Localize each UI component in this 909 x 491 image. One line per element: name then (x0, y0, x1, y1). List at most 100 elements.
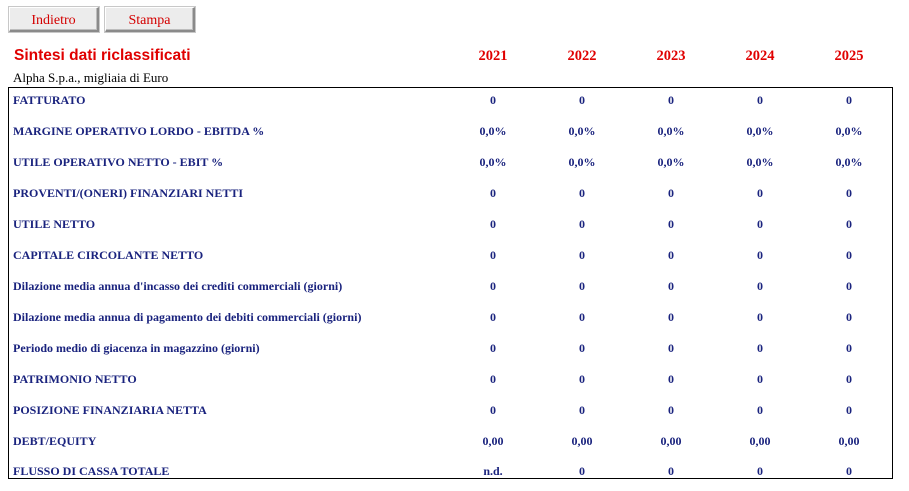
row-value: 0 (846, 341, 852, 355)
summary-table: FATTURATO 0 0 0 0 0 MARGINE OPERATIVO LO… (8, 87, 893, 479)
row-value: 0,00 (838, 434, 860, 448)
row-value: 0 (490, 217, 496, 231)
table-row: MARGINE OPERATIVO LORDO - EBITDA % 0,0% … (9, 121, 892, 141)
row-value: 0 (579, 403, 585, 417)
table-row: FATTURATO 0 0 0 0 0 (9, 90, 892, 110)
row-value: 0,0% (479, 155, 507, 169)
row-label: FLUSSO DI CASSA TOTALE (13, 464, 170, 478)
row-value: 0,0% (835, 124, 863, 138)
row-value: 0,0% (568, 124, 596, 138)
row-value: 0 (757, 341, 763, 355)
row-value: 0 (490, 310, 496, 324)
row-value: 0 (579, 217, 585, 231)
row-value: 0 (757, 279, 763, 293)
row-value: 0,0% (835, 155, 863, 169)
row-value: 0 (846, 217, 852, 231)
row-value: 0,0% (657, 124, 685, 138)
row-value: 0,00 (571, 434, 593, 448)
row-value: 0 (668, 248, 674, 262)
row-value: 0 (490, 248, 496, 262)
row-label: Dilazione media annua d'incasso dei cred… (13, 279, 343, 293)
row-value: 0 (757, 186, 763, 200)
row-value: 0 (668, 372, 674, 386)
table-row: PROVENTI/(ONERI) FINANZIARI NETTI 0 0 0 … (9, 183, 892, 203)
table-row: Dilazione media annua d'incasso dei cred… (9, 276, 892, 296)
row-value: 0 (846, 186, 852, 200)
row-label: CAPITALE CIRCOLANTE NETTO (13, 248, 204, 262)
row-value: 0 (668, 341, 674, 355)
row-label: FATTURATO (13, 93, 86, 107)
row-label: DEBT/EQUITY (13, 434, 97, 448)
table-row: FLUSSO DI CASSA TOTALE n.d. 0 0 0 0 (9, 461, 892, 481)
row-value: 0 (579, 341, 585, 355)
row-value: 0 (846, 403, 852, 417)
row-value: 0 (757, 372, 763, 386)
row-value: 0 (846, 93, 852, 107)
row-value: 0 (846, 248, 852, 262)
row-label: PROVENTI/(ONERI) FINANZIARI NETTI (13, 186, 244, 200)
table-row: DEBT/EQUITY 0,00 0,00 0,00 0,00 0,00 (9, 431, 892, 451)
table-row: UTILE NETTO 0 0 0 0 0 (9, 214, 892, 234)
row-value: 0 (579, 279, 585, 293)
row-value: 0 (490, 279, 496, 293)
table-row: POSIZIONE FINANZIARIA NETTA 0 0 0 0 0 (9, 400, 892, 420)
row-value: 0,0% (746, 124, 774, 138)
row-value: 0 (757, 464, 763, 478)
year-header-2021: 2021 (478, 48, 508, 64)
row-label: Periodo medio di giacenza in magazzino (… (13, 341, 260, 355)
row-value: 0 (579, 464, 585, 478)
row-value: 0 (668, 310, 674, 324)
row-value: 0 (668, 93, 674, 107)
row-value: 0 (579, 248, 585, 262)
table-row: UTILE OPERATIVO NETTO - EBIT % 0,0% 0,0%… (9, 152, 892, 172)
row-value: n.d. (483, 464, 503, 478)
page-title: Sintesi dati riclassificati (14, 47, 191, 64)
row-value: 0 (668, 279, 674, 293)
row-value: 0 (579, 372, 585, 386)
row-label: MARGINE OPERATIVO LORDO - EBITDA % (13, 124, 265, 138)
row-value: 0 (490, 403, 496, 417)
year-header-2023: 2023 (656, 48, 686, 64)
row-value: 0,00 (660, 434, 682, 448)
row-label: Dilazione media annua di pagamento dei d… (13, 310, 362, 324)
year-header-2025: 2025 (834, 48, 864, 64)
row-value: 0 (757, 217, 763, 231)
row-value: 0 (846, 464, 852, 478)
page-subtitle: Alpha S.p.a., migliaia di Euro (13, 70, 169, 85)
row-value: 0,0% (746, 155, 774, 169)
row-value: 0 (846, 310, 852, 324)
back-button[interactable]: Indietro (9, 7, 99, 32)
row-value: 0 (668, 217, 674, 231)
row-value: 0 (757, 248, 763, 262)
row-value: 0 (668, 403, 674, 417)
row-value: 0 (668, 186, 674, 200)
row-value: 0,0% (657, 155, 685, 169)
row-value: 0 (757, 93, 763, 107)
row-value: 0,0% (479, 124, 507, 138)
row-value: 0 (579, 186, 585, 200)
table-row: CAPITALE CIRCOLANTE NETTO 0 0 0 0 0 (9, 245, 892, 265)
row-value: 0 (490, 93, 496, 107)
row-value: 0,00 (482, 434, 504, 448)
row-value: 0 (846, 279, 852, 293)
table-row: Dilazione media annua di pagamento dei d… (9, 307, 892, 327)
row-label: PATRIMONIO NETTO (13, 372, 137, 386)
year-header-2024: 2024 (745, 48, 775, 64)
year-header-2022: 2022 (567, 48, 597, 64)
row-value: 0 (579, 93, 585, 107)
row-label: UTILE NETTO (13, 217, 96, 231)
print-button[interactable]: Stampa (105, 7, 195, 32)
row-value: 0 (757, 310, 763, 324)
row-value: 0 (490, 341, 496, 355)
row-value: 0,0% (568, 155, 596, 169)
table-row: Periodo medio di giacenza in magazzino (… (9, 338, 892, 358)
row-value: 0 (490, 372, 496, 386)
row-value: 0 (490, 186, 496, 200)
row-value: 0 (846, 372, 852, 386)
table-row: PATRIMONIO NETTO 0 0 0 0 0 (9, 369, 892, 389)
row-value: 0 (668, 464, 674, 478)
row-value: 0,00 (749, 434, 771, 448)
row-value: 0 (757, 403, 763, 417)
row-label: POSIZIONE FINANZIARIA NETTA (13, 403, 207, 417)
row-label: UTILE OPERATIVO NETTO - EBIT % (13, 155, 224, 169)
